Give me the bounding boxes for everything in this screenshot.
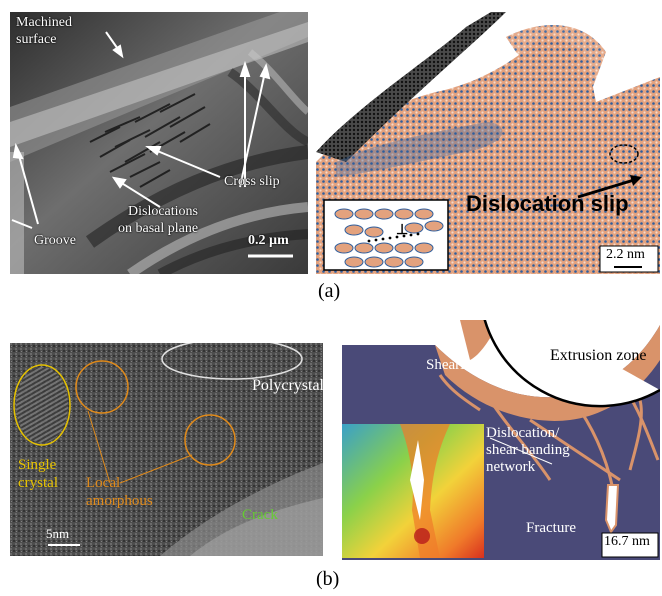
md-simulation-a-image (316, 12, 660, 274)
network-label-line3: network (486, 459, 536, 475)
fracture-label: Fracture (526, 520, 576, 536)
caption-b: (b) (316, 568, 340, 590)
shearing-label: Shearing (426, 357, 480, 373)
caption-a: (a) (318, 280, 341, 302)
inset-dislocation-mark: ⊥ (396, 223, 409, 238)
network-label-line1: Dislocation/ (486, 425, 560, 441)
cross-slip-label: Cross slip (224, 174, 280, 189)
simulation-b-image (342, 320, 660, 560)
crack-label: Crack (242, 507, 278, 523)
md-simulation-a: ⊥ Dislocation slip 2.2 nm (316, 12, 660, 274)
annotation-arrows (11, 31, 271, 229)
sim-scale-bar-label: 16.7 nm (604, 534, 650, 549)
tem-micrograph-a: Machined surface Cross slip Dislocations… (10, 12, 308, 274)
dislocation-slip-title: Dislocation slip (466, 191, 629, 216)
hrtem-micrograph-b: Polycrystals Single crystal Local amorph… (10, 343, 323, 556)
polycrystals-label: Polycrystals (252, 377, 323, 394)
md-scale-bar-label: 2.2 nm (606, 247, 645, 262)
hrtem-scale-bar-label: 5nm (46, 526, 70, 541)
local-amorphous-label-line2: amorphous (86, 493, 153, 509)
dislocations-label-line2: on basal plane (118, 221, 199, 236)
simulation-b: Shearing Extrusion zone Dislocation/ she… (340, 320, 660, 560)
network-label-line2: shear banding (486, 442, 570, 458)
machined-surface-label-line1: Machined (16, 15, 72, 30)
extrusion-zone-label: Extrusion zone (550, 347, 647, 364)
dislocations-label-line1: Dislocations (128, 204, 198, 219)
groove-label: Groove (34, 233, 76, 248)
single-crystal-label-line2: crystal (18, 475, 58, 491)
single-crystal-label-line1: Single (18, 457, 57, 473)
local-amorphous-label-line1: Local (86, 475, 121, 491)
tem-micrograph-a-image (10, 12, 308, 274)
scale-bar-label: 0.2 µm (248, 233, 289, 248)
machined-surface-label-line2: surface (16, 32, 57, 47)
hrtem-micrograph-b-image (10, 343, 323, 556)
